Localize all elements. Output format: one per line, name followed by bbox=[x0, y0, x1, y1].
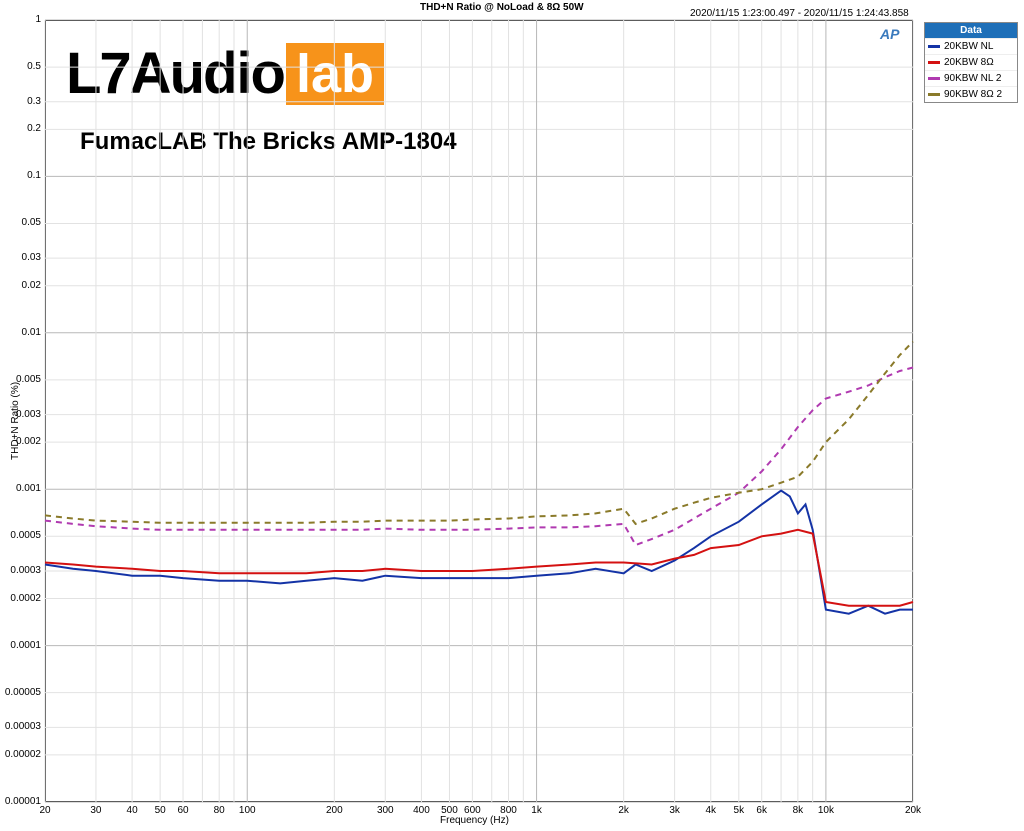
y-tick-label: 0.001 bbox=[0, 483, 41, 494]
x-tick-label: 40 bbox=[127, 805, 138, 816]
x-tick-label: 400 bbox=[413, 805, 430, 816]
y-tick-label: 0.003 bbox=[0, 409, 41, 420]
y-tick-label: 0.005 bbox=[0, 374, 41, 385]
y-tick-label: 0.01 bbox=[0, 327, 41, 338]
y-tick-label: 0.0001 bbox=[0, 640, 41, 651]
y-tick-label: 0.5 bbox=[0, 61, 41, 72]
x-tick-label: 3k bbox=[669, 805, 680, 816]
y-tick-label: 0.3 bbox=[0, 96, 41, 107]
x-tick-label: 2k bbox=[618, 805, 629, 816]
x-tick-label: 4k bbox=[705, 805, 716, 816]
y-tick-label: 0.05 bbox=[0, 217, 41, 228]
x-tick-label: 20 bbox=[39, 805, 50, 816]
y-tick-label: 0.00005 bbox=[0, 687, 41, 698]
y-tick-label: 0.02 bbox=[0, 280, 41, 291]
x-tick-label: 10k bbox=[818, 805, 834, 816]
y-tick-label: 0.03 bbox=[0, 252, 41, 263]
x-tick-label: 50 bbox=[155, 805, 166, 816]
y-tick-label: 0.00001 bbox=[0, 796, 41, 807]
x-tick-label: 800 bbox=[500, 805, 517, 816]
series-line bbox=[45, 491, 913, 614]
x-tick-label: 6k bbox=[756, 805, 767, 816]
x-tick-label: 500 bbox=[441, 805, 458, 816]
y-tick-label: 0.002 bbox=[0, 436, 41, 447]
y-tick-label: 0.0002 bbox=[0, 593, 41, 604]
x-tick-label: 20k bbox=[905, 805, 921, 816]
x-tick-label: 60 bbox=[177, 805, 188, 816]
series-line bbox=[45, 530, 913, 606]
x-tick-label: 30 bbox=[90, 805, 101, 816]
y-tick-label: 0.0005 bbox=[0, 530, 41, 541]
x-tick-label: 1k bbox=[531, 805, 542, 816]
x-tick-label: 600 bbox=[464, 805, 481, 816]
series-line bbox=[45, 342, 913, 524]
y-tick-label: 0.2 bbox=[0, 123, 41, 134]
x-tick-label: 8k bbox=[793, 805, 804, 816]
y-tick-label: 0.0003 bbox=[0, 565, 41, 576]
x-tick-label: 80 bbox=[214, 805, 225, 816]
x-tick-label: 200 bbox=[326, 805, 343, 816]
y-tick-label: 0.00003 bbox=[0, 721, 41, 732]
series-svg bbox=[0, 0, 1024, 831]
y-tick-label: 1 bbox=[0, 14, 41, 25]
y-tick-label: 0.1 bbox=[0, 170, 41, 181]
y-tick-label: 0.00002 bbox=[0, 749, 41, 760]
x-tick-label: 5k bbox=[734, 805, 745, 816]
x-tick-label: 300 bbox=[377, 805, 394, 816]
x-tick-label: 100 bbox=[239, 805, 256, 816]
